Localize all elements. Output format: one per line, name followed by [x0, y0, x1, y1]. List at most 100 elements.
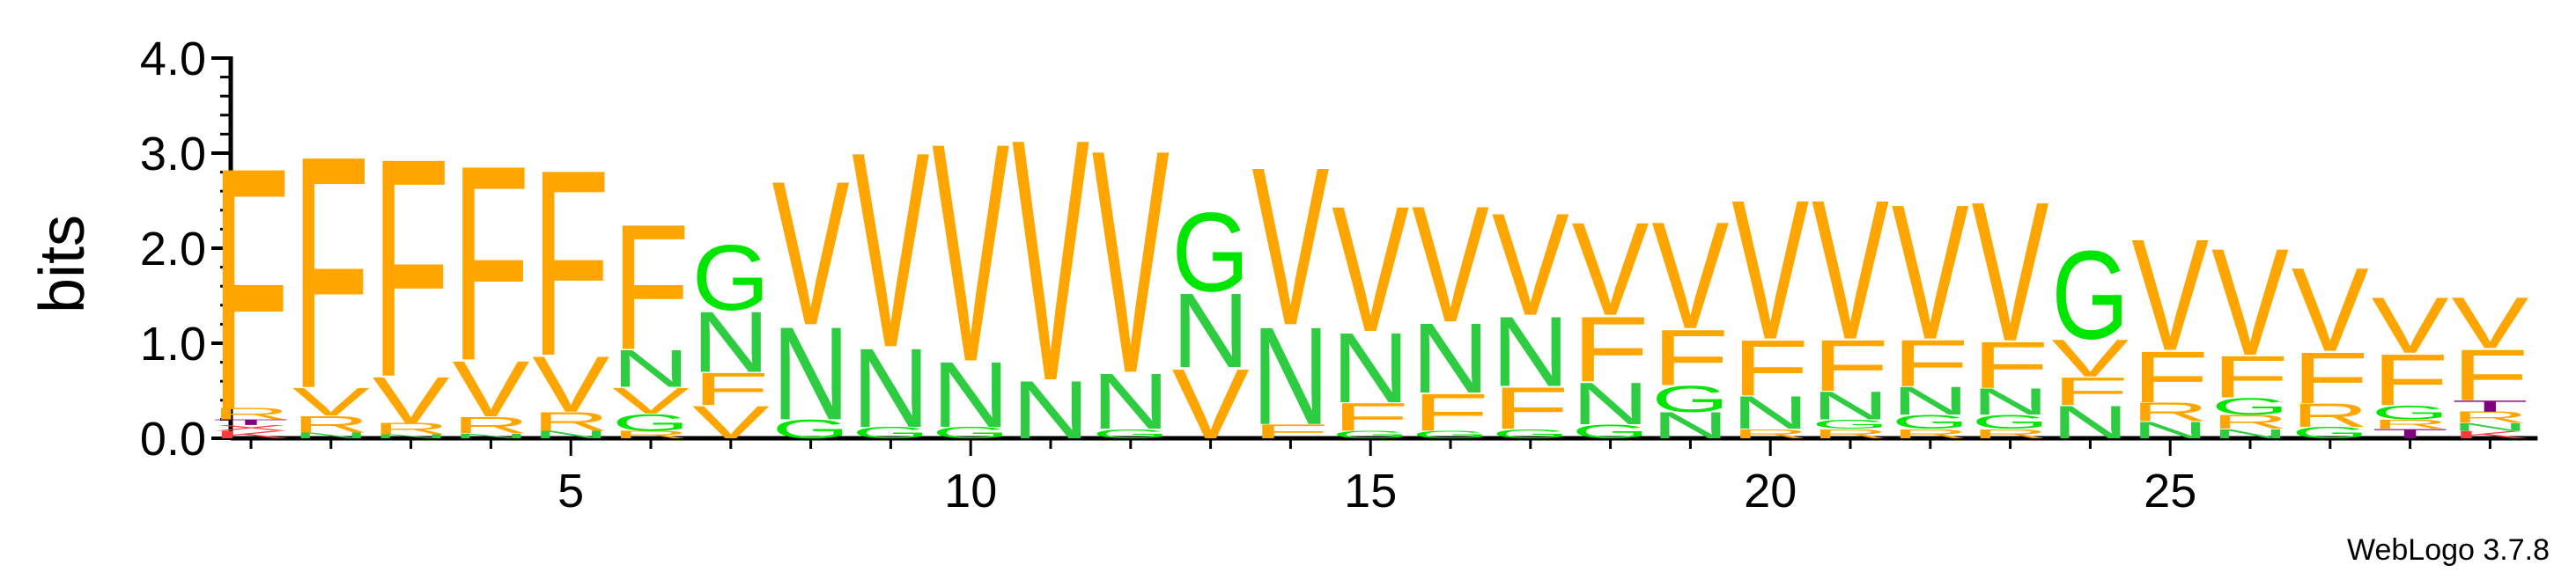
logo-letter-F: F [1572, 297, 1650, 401]
logo-letter-V: V [373, 363, 450, 437]
logo-letter-N: N [292, 431, 370, 440]
logo-letter-N: N [1172, 272, 1250, 390]
logo-letter-F: F [692, 363, 770, 415]
logo-letter-G: G [852, 424, 929, 442]
logo-letter-N: N [1012, 363, 1089, 456]
logo-letter-N: N [1251, 298, 1329, 454]
logo-letter-V: V [2451, 282, 2528, 363]
logo-letter-N: N [852, 326, 929, 451]
logo-letter-G: G [2211, 393, 2289, 420]
logo-letter-V: V [2131, 206, 2209, 384]
y-axis-label: bits [27, 215, 98, 313]
logo-letter-V: V [1251, 121, 1329, 373]
logo-letter-V: V [452, 345, 530, 434]
logo-letter-F: F [292, 87, 370, 458]
x-tick-label: 5 [557, 465, 584, 517]
logo-letter-V: V [1092, 85, 1170, 440]
y-tick-label: 3.0 [140, 128, 206, 180]
logo-letter-V: V [932, 79, 1010, 428]
logo-letter-G: G [1572, 421, 1650, 443]
logo-letter-F: F [373, 94, 450, 443]
logo-letter-N: N [373, 434, 450, 440]
x-tick-label: 10 [944, 465, 997, 517]
logo-letter-G: G [2372, 401, 2449, 423]
logo-letter-F: F [1332, 395, 1409, 439]
logo-letter-N: N [452, 432, 529, 439]
x-tick-label: 15 [1344, 465, 1397, 517]
logo-letter-R: R [452, 412, 529, 438]
logo-letter-G: G [1812, 417, 1889, 432]
stack-position-10: GNV [932, 79, 1010, 447]
y-tick-label: 0.0 [140, 413, 206, 466]
logo-letter-V: V [1012, 67, 1090, 453]
logo-letter-F: F [2292, 338, 2369, 419]
logo-letter-R: R [612, 429, 690, 440]
logo-letter-F: F [532, 114, 609, 411]
stack-position-14: FNV [1251, 121, 1329, 455]
logo-letter-V: V [1812, 160, 1889, 382]
stack-position-11: NV [1012, 67, 1090, 456]
logo-letter-R: R [373, 421, 450, 438]
logo-letter-V: V [2372, 282, 2450, 371]
logo-letter-F: F [1412, 383, 1489, 442]
logo-letter-N: N [1812, 384, 1889, 428]
logo-letter-N: N [1332, 312, 1409, 423]
logo-letter-F: F [1812, 326, 1889, 407]
logo-letter-T: T [212, 418, 290, 427]
logo-letter-V: V [612, 381, 690, 422]
y-tick-label: 2.0 [140, 223, 206, 275]
logo-letter-V: V [292, 380, 370, 424]
logo-letter-V: V [1731, 160, 1809, 382]
weblogo-credit: WebLogo 3.7.8 [2347, 533, 2550, 567]
logo-letter-F: F [1731, 325, 1809, 414]
logo-letter-V: V [532, 341, 610, 429]
logo-letter-V: V [1572, 195, 1650, 344]
logo-letter-N: N [1572, 371, 1650, 437]
logo-letter-G: G [1332, 429, 1409, 440]
logo-letter-V: V [1332, 169, 1409, 369]
logo-letter-R: R [2131, 397, 2209, 427]
logo-letter-F: F [212, 96, 290, 482]
logo-letter-N: N [532, 429, 609, 440]
logo-letter-V: V [1651, 191, 1729, 362]
logo-letter-G: G [692, 226, 770, 330]
logo-letter-G: G [612, 409, 690, 436]
logo-letter-G: G [1492, 427, 1569, 442]
logo-letter-X: X [212, 423, 290, 432]
logo-letter-F: F [2451, 335, 2528, 416]
logo-letter-F: F [1251, 421, 1329, 443]
logo-letter-R: R [292, 411, 370, 437]
logo-letter-F: F [1892, 326, 1969, 400]
logo-letter-G: G [772, 415, 850, 444]
logo-letter-K: K [2451, 429, 2528, 440]
logo-letter-F: F [1651, 314, 1729, 403]
stack-position-8: GNV [772, 139, 850, 449]
logo-letter-G: G [2051, 225, 2129, 366]
logo-letter-N: N [1892, 379, 1969, 423]
logo-letter-G: G [2292, 424, 2369, 442]
logo-letter-N: N [1092, 358, 1170, 447]
logo-letter-V: V [2051, 329, 2129, 388]
logo-letter-R: R [2451, 409, 2528, 427]
logo-letter-R: R [1972, 427, 2049, 442]
logo-letter-R: R [1731, 427, 1809, 442]
logo-letter-N: N [1412, 302, 1489, 414]
logo-letter-V: V [1172, 348, 1250, 459]
logo-letter-V: V [1412, 171, 1489, 356]
